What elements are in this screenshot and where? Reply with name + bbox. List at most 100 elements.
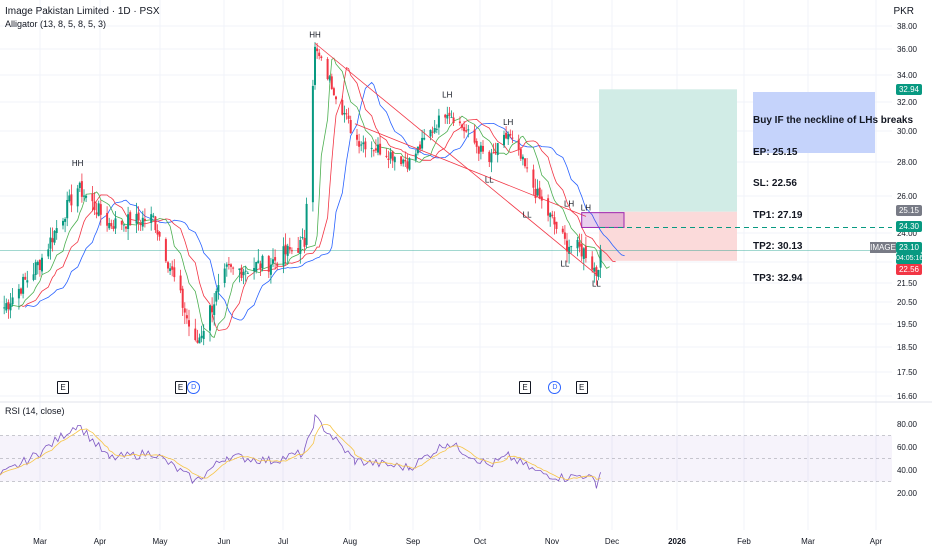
target-zone <box>599 89 737 212</box>
candle <box>343 105 346 123</box>
candle-body <box>311 85 314 203</box>
candle-body <box>95 212 98 215</box>
candle <box>362 135 365 153</box>
candle <box>479 141 482 160</box>
y-tick-label: 30.00 <box>897 127 918 136</box>
candle-body <box>290 250 293 252</box>
candle <box>320 55 323 61</box>
candle <box>421 129 424 151</box>
candle <box>76 184 79 213</box>
currency-label: PKR <box>893 6 914 17</box>
dividend-marker[interactable]: D <box>548 381 562 394</box>
candle <box>282 237 285 274</box>
candle <box>156 224 159 241</box>
candle-body <box>70 194 73 206</box>
candle <box>223 263 226 288</box>
candle-body <box>446 114 449 119</box>
candle <box>238 268 241 283</box>
x-tick-label: Jun <box>218 537 231 546</box>
trade-plan-line: TP3: 32.94 <box>753 272 803 284</box>
candle-body <box>318 52 321 57</box>
candle-body <box>255 261 258 272</box>
candle <box>95 202 98 219</box>
dividend-marker[interactable]: D <box>187 381 201 394</box>
candle-body <box>517 139 520 150</box>
y-tick-label: 32.00 <box>897 98 918 107</box>
candle <box>387 150 390 169</box>
candle <box>24 272 27 280</box>
candle-body <box>356 134 358 140</box>
candle <box>274 249 277 270</box>
x-tick-label: Apr <box>94 537 107 546</box>
earnings-marker[interactable]: E <box>575 381 588 394</box>
candle <box>179 269 182 294</box>
candle-body <box>404 159 407 162</box>
candle-body <box>80 181 83 197</box>
candle-body <box>240 267 243 278</box>
candle-body <box>244 270 247 272</box>
candle <box>185 308 188 324</box>
candle-body <box>108 222 111 229</box>
candle <box>91 185 94 212</box>
pivot-label: LL <box>523 210 532 219</box>
y-tick-label: 20.50 <box>897 298 918 307</box>
candle <box>198 333 201 344</box>
rsi-indicator-label[interactable]: RSI (14, close) <box>5 406 65 416</box>
earnings-marker[interactable]: E <box>57 381 69 394</box>
candle <box>242 268 245 285</box>
stop-price-tag: 22.56 <box>896 264 922 275</box>
candle-body <box>299 239 302 254</box>
candle <box>217 273 220 300</box>
candle-body <box>9 303 12 311</box>
earnings-marker[interactable]: E <box>519 381 531 394</box>
alligator-teeth-line <box>18 66 616 331</box>
trade-plan-line: Buy IF the neckline of LHs breaks <box>753 115 914 126</box>
candle-body <box>253 268 256 272</box>
candle <box>135 202 138 233</box>
candle-body <box>532 169 535 188</box>
candle-body <box>330 76 333 89</box>
candle-body <box>593 267 596 272</box>
candle-body <box>152 215 155 217</box>
candle-body <box>538 187 541 199</box>
alligator-lips-line <box>10 57 610 338</box>
candle <box>158 231 161 241</box>
candle-body <box>358 141 361 147</box>
candle <box>580 233 583 262</box>
candle <box>3 295 6 315</box>
candle <box>385 148 388 159</box>
candle <box>20 287 22 296</box>
candle-body <box>360 144 363 146</box>
y-tick-label: 24.00 <box>897 229 918 238</box>
x-tick-label: Oct <box>474 537 487 546</box>
alligator-indicator-label[interactable]: Alligator (13, 8, 5, 8, 5, 3) <box>5 19 107 29</box>
candle-body <box>127 214 130 230</box>
candle <box>141 210 144 231</box>
candle <box>253 257 256 280</box>
candle-body <box>374 148 377 151</box>
y-tick-label: 26.00 <box>897 192 918 201</box>
candle-body <box>259 263 262 269</box>
candle-body <box>99 204 102 215</box>
candle <box>78 181 81 192</box>
candle-body <box>194 328 197 340</box>
candle <box>47 243 50 260</box>
candle <box>36 260 39 275</box>
earnings-marker[interactable]: E <box>174 381 187 394</box>
candle-body <box>301 236 304 238</box>
candle <box>240 264 243 282</box>
candle-body <box>349 119 352 134</box>
candle <box>290 247 293 255</box>
candle-body <box>196 340 199 343</box>
candle-body <box>215 291 218 302</box>
candle <box>473 124 476 145</box>
candle <box>465 124 468 133</box>
candle <box>99 200 102 226</box>
candle-body <box>286 245 289 256</box>
candle <box>345 109 348 120</box>
candle <box>202 324 205 346</box>
y-tick-label: 17.50 <box>897 368 918 377</box>
candle-body <box>316 48 319 52</box>
candle-body <box>431 131 434 133</box>
